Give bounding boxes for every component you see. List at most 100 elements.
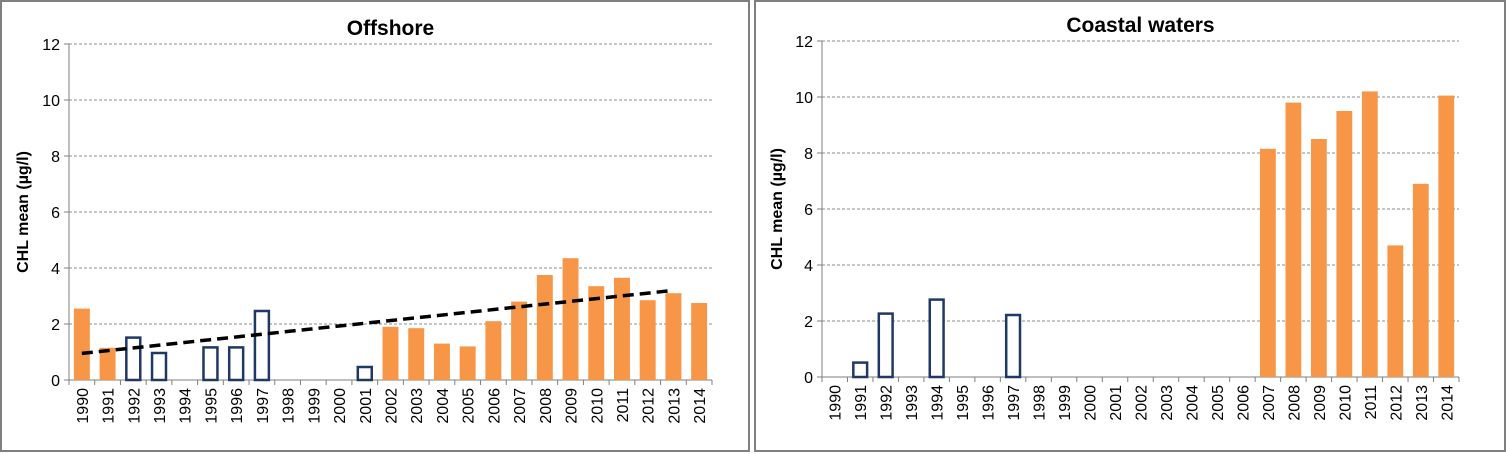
offshore-x-tick-label: 1992	[126, 388, 143, 424]
coastal-waters-chart: Coastal waters 0 2 4 6 8 10 12 1990 1991 1992 1993 1…	[769, 14, 1460, 421]
offshore-x-tick-label: 2003	[409, 388, 426, 424]
offshore-outline-bar-1993	[150, 351, 168, 382]
offshore-x-tick-label: 2004	[435, 388, 452, 424]
offshore-bar-2007	[511, 301, 528, 380]
offshore-bar-1991	[99, 347, 116, 380]
coastal-x-tick-label: 2014	[1439, 385, 1456, 421]
offshore-x-tick-label: 2011	[615, 388, 632, 423]
offshore-x-tick-label: 2008	[538, 388, 555, 424]
offshore-outline-bar-1996	[227, 346, 245, 382]
coastal-bar-2010	[1336, 111, 1353, 377]
coastal-x-tick-label: 2009	[1312, 385, 1329, 421]
offshore-trendline	[81, 288, 674, 356]
coastal-chart-title: Coastal waters	[1066, 14, 1214, 37]
coastal-waters-chart-panel: Coastal waters 0 2 4 6 8 10 12 1990 1991 1992 1993 1…	[754, 0, 1506, 452]
coastal-bar-2011	[1361, 91, 1378, 378]
offshore-bar-2006	[485, 321, 502, 380]
offshore-outline-bar-2001	[356, 365, 374, 382]
coastal-x-tick-label: 2012	[1388, 385, 1405, 421]
coastal-x-tick-label: 1992	[879, 385, 896, 421]
coastal-x-tick-label: 1999	[1057, 385, 1074, 421]
coastal-outline-bar-1994	[928, 298, 945, 379]
offshore-y-tick-label: 6	[51, 205, 60, 222]
offshore-bar-2008	[536, 275, 553, 380]
coastal-x-tick-label: 2005	[1210, 385, 1227, 421]
coastal-y-tick-label: 0	[804, 370, 813, 387]
offshore-x-tick-label: 1999	[306, 388, 323, 424]
offshore-x-tick-label: 2000	[332, 388, 349, 424]
offshore-bar-2014	[691, 303, 708, 380]
offshore-chart-panel: Offshore 0 2 4 6 8 10 12 1990 1991 1992 1993 1994 199…	[0, 0, 750, 452]
coastal-y-axis-label: CHL mean (µg/l)	[769, 148, 786, 270]
offshore-x-tick-label: 2013	[666, 388, 683, 424]
offshore-outline-bar-1992	[125, 336, 142, 382]
offshore-y-tick-label: 0	[51, 373, 60, 390]
coastal-outline-bar-1997	[1004, 313, 1022, 379]
offshore-bar-2004	[433, 343, 450, 380]
coastal-y-tick-label: 6	[804, 202, 813, 219]
offshore-chart: Offshore 0 2 4 6 8 10 12 1990 1991 1992 1993 1994 199…	[15, 17, 713, 424]
offshore-bar-1990	[73, 308, 90, 380]
coastal-x-tick-label: 1998	[1032, 385, 1049, 421]
coastal-y-tick-label: 12	[795, 34, 813, 51]
offshore-x-tick-label: 1996	[229, 388, 246, 424]
offshore-x-tick-label: 2007	[512, 388, 529, 424]
offshore-outline-bar-1997	[253, 309, 271, 382]
offshore-x-tick-label: 1990	[75, 388, 92, 424]
offshore-x-tick-label: 2005	[461, 388, 478, 424]
coastal-x-tick-label: 2000	[1083, 385, 1100, 421]
coastal-x-tick-label: 2001	[1108, 385, 1125, 421]
offshore-x-tick-label: 1991	[101, 388, 118, 424]
offshore-chart-title: Offshore	[347, 17, 435, 40]
coastal-x-tick-label: 2008	[1286, 385, 1303, 421]
coastal-x-tick-label: 2006	[1235, 385, 1252, 421]
coastal-x-tick-label: 2013	[1414, 385, 1431, 421]
offshore-bar-2011	[614, 277, 630, 380]
coastal-x-tick-label: 1996	[981, 385, 998, 421]
coastal-y-tick-label: 2	[804, 314, 813, 331]
coastal-x-tick-label: 2010	[1337, 385, 1354, 421]
offshore-bar-2002	[382, 326, 399, 380]
coastal-x-tick-label: 2011	[1363, 385, 1380, 420]
offshore-y-tick-label: 10	[42, 93, 60, 110]
coastal-bar-2012	[1387, 245, 1404, 377]
offshore-x-tick-label: 1993	[152, 388, 169, 424]
offshore-x-tick-label: 2006	[486, 388, 503, 424]
coastal-x-tick-label: 1994	[930, 385, 947, 421]
offshore-x-tick-label: 2001	[358, 388, 375, 424]
offshore-outline-bar-1995	[202, 346, 219, 382]
offshore-y-tick-label: 2	[51, 317, 60, 334]
coastal-x-tick-label: 1995	[955, 385, 972, 421]
coastal-outline-bar-1991	[852, 361, 869, 379]
coastal-x-tick-label: 1993	[904, 385, 921, 421]
offshore-bar-2009	[562, 258, 579, 380]
offshore-bar-2005	[459, 346, 476, 380]
coastal-y-tick-label: 8	[804, 146, 813, 163]
coastal-x-tick-label: 2007	[1261, 385, 1278, 421]
offshore-bar-2010	[588, 286, 605, 380]
coastal-x-tick-label: 1990	[828, 385, 845, 421]
offshore-y-tick-label: 4	[51, 261, 60, 278]
offshore-x-tick-label: 1995	[203, 388, 220, 424]
offshore-x-tick-label: 2009	[564, 388, 581, 424]
coastal-x-tick-label: 1991	[853, 385, 870, 421]
offshore-bar-2013	[665, 293, 682, 380]
offshore-bar-2012	[639, 300, 656, 380]
offshore-x-tick-label: 1998	[281, 388, 298, 424]
coastal-x-tick-label: 1997	[1006, 385, 1023, 421]
offshore-x-tick-label: 1997	[255, 388, 272, 424]
offshore-x-tick-label: 2002	[384, 388, 401, 424]
offshore-x-tick-label: 2010	[589, 388, 606, 424]
coastal-bar-2014	[1438, 95, 1455, 377]
offshore-x-tick-label: 2014	[692, 388, 709, 424]
coastal-x-tick-label: 2004	[1184, 385, 1201, 421]
coastal-bar-2007	[1260, 148, 1276, 377]
coastal-x-tick-label: 2003	[1159, 385, 1176, 421]
coastal-outline-bar-1992	[877, 312, 894, 379]
coastal-y-tick-label: 4	[804, 258, 813, 275]
offshore-x-tick-label: 2012	[641, 388, 658, 424]
coastal-bar-2009	[1310, 139, 1327, 377]
offshore-x-tick-label: 1994	[178, 388, 195, 424]
coastal-x-tick-label: 2002	[1134, 385, 1151, 421]
coastal-bar-2013	[1412, 183, 1429, 377]
